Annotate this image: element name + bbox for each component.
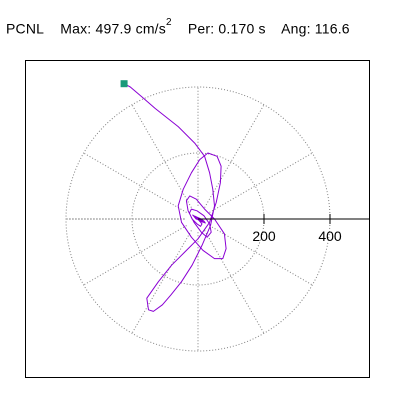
grid-spoke-210: [83, 225, 187, 286]
max-unit: cm/s: [135, 20, 166, 37]
angle-label: Ang:: [281, 20, 311, 37]
orbit-plot: 200 400: [65, 80, 369, 352]
grid-spoke-300: [204, 230, 265, 334]
orbit-trace: [123, 83, 227, 312]
max-value: 497.9: [95, 20, 132, 37]
grid-spoke-30: [209, 152, 313, 213]
grid-spoke-240: [131, 230, 192, 334]
plot-frame: 200 400: [25, 60, 370, 378]
station-code: PCNL: [6, 20, 45, 37]
period-label: Per:: [187, 20, 215, 37]
radial-tick-label-200: 200: [252, 228, 276, 244]
angle-value: 116.6: [314, 20, 350, 37]
max-label: Max:: [60, 20, 92, 37]
radial-tick-label-400: 400: [318, 228, 342, 244]
grid-spoke-150: [83, 152, 187, 213]
start-marker: [120, 80, 128, 88]
plot-header: PCNL Max: 497.9 cm/s2 Per: 0.170 s Ang: …: [6, 17, 350, 37]
max-unit-exponent: 2: [165, 17, 172, 28]
grid-spoke-330: [209, 225, 313, 286]
period-value: 0.170 s: [218, 20, 266, 37]
